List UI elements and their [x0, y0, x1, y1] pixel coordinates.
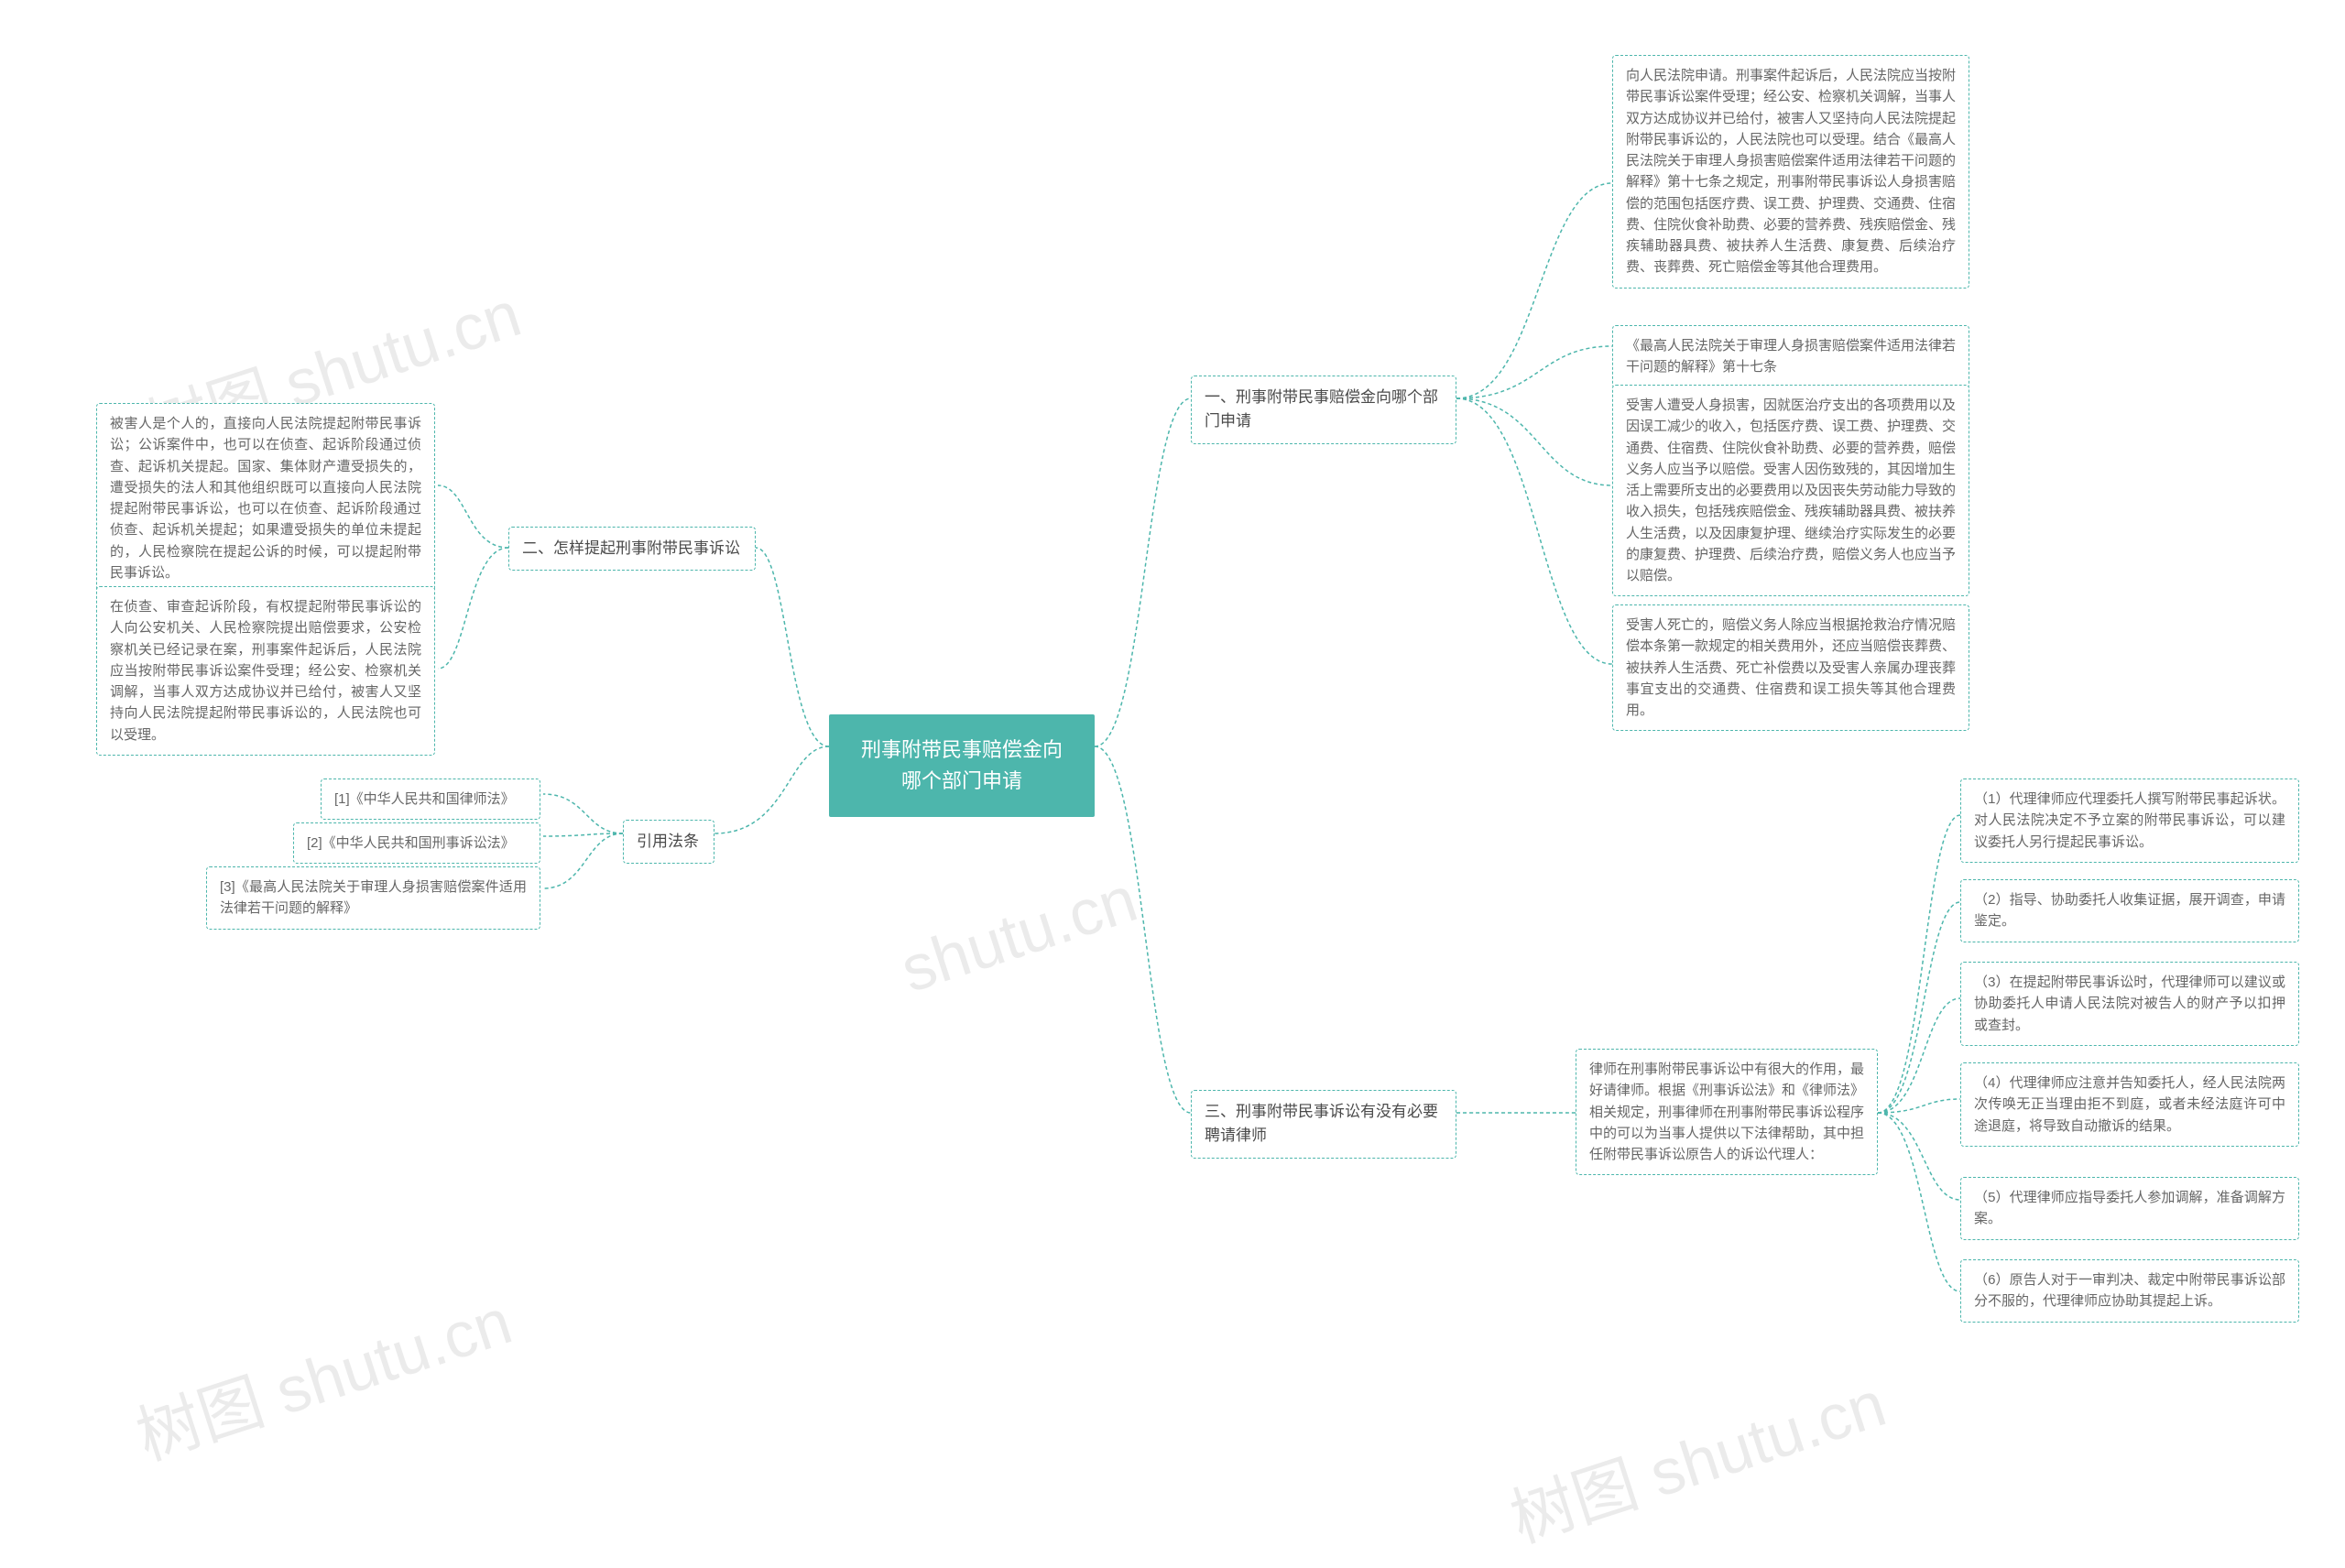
leaf-node: [3]《最高人民法院关于审理人身损害赔偿案件适用法律若干问题的解释》 [206, 866, 540, 930]
leaf-text: （4）代理律师应注意并告知委托人，经人民法院两次传唤无正当理由拒不到庭，或者未经… [1974, 1075, 2285, 1134]
leaf-node: 《最高人民法院关于审理人身损害赔偿案件适用法律若干问题的解释》第十七条 [1612, 325, 1969, 388]
leaf-node: （4）代理律师应注意并告知委托人，经人民法院两次传唤无正当理由拒不到庭，或者未经… [1960, 1062, 2299, 1147]
leaf-text: （1）代理律师应代理委托人撰写附带民事起诉状。对人民法院决定不予立案的附带民事诉… [1974, 791, 2285, 850]
center-node: 刑事附带民事赔偿金向哪个部门申请 [829, 714, 1095, 817]
watermark: shutu.cn [892, 862, 1145, 1007]
leaf-node: （6）原告人对于一审判决、裁定中附带民事诉讼部分不服的，代理律师应协助其提起上诉… [1960, 1259, 2299, 1323]
watermark: 树图 shutu.cn [1498, 1353, 1896, 1561]
leaf-text: 受害人死亡的，赔偿义务人除应当根据抢救治疗情况赔偿本条第一款规定的相关费用外，还… [1626, 617, 1956, 718]
leaf-node: （2）指导、协助委托人收集证据，展开调查，申请鉴定。 [1960, 879, 2299, 942]
leaf-text: 律师在刑事附带民事诉讼中有很大的作用，最好请律师。根据《刑事诉讼法》和《律师法》… [1589, 1062, 1864, 1162]
leaf-text: [3]《最高人民法院关于审理人身损害赔偿案件适用法律若干问题的解释》 [220, 879, 527, 916]
leaf-node: 受害人死亡的，赔偿义务人除应当根据抢救治疗情况赔偿本条第一款规定的相关费用外，还… [1612, 604, 1969, 731]
leaf-node: 受害人遭受人身损害，因就医治疗支出的各项费用以及因误工减少的收入，包括医疗费、误… [1612, 385, 1969, 596]
leaf-text: （3）在提起附带民事诉讼时，代理律师可以建议或协助委托人申请人民法院对被告人的财… [1974, 975, 2285, 1033]
leaf-text: （5）代理律师应指导委托人参加调解，准备调解方案。 [1974, 1190, 2285, 1226]
leaf-text: 被害人是个人的，直接向人民法院提起附带民事诉讼；公诉案件中，也可以在侦查、起诉阶… [110, 416, 421, 581]
branch-label: 一、刑事附带民事赔偿金向哪个部门申请 [1205, 388, 1438, 430]
leaf-node: （1）代理律师应代理委托人撰写附带民事起诉状。对人民法院决定不予立案的附带民事诉… [1960, 779, 2299, 863]
mindmap-canvas: 树图 shutu.cn 图 shutu.cn 树图 shutu.cn 树图 sh… [0, 0, 2345, 1568]
leaf-text: 在侦查、审查起诉阶段，有权提起附带民事诉讼的人向公安机关、人民检察院提出赔偿要求… [110, 599, 421, 743]
leaf-text: 向人民法院申请。刑事案件起诉后，人民法院应当按附带民事诉讼案件受理；经公安、检察… [1626, 68, 1956, 275]
branch-citations: 引用法条 [623, 820, 714, 864]
leaf-node: [2]《中华人民共和国刑事诉讼法》 [293, 822, 540, 864]
branch-how-to-file: 二、怎样提起刑事附带民事诉讼 [508, 527, 756, 571]
leaf-node: 律师在刑事附带民事诉讼中有很大的作用，最好请律师。根据《刑事诉讼法》和《律师法》… [1576, 1049, 1878, 1175]
leaf-node: 在侦查、审查起诉阶段，有权提起附带民事诉讼的人向公安机关、人民检察院提出赔偿要求… [96, 586, 435, 756]
leaf-node: 被害人是个人的，直接向人民法院提起附带民事诉讼；公诉案件中，也可以在侦查、起诉阶… [96, 403, 435, 593]
leaf-text: 《最高人民法院关于审理人身损害赔偿案件适用法律若干问题的解释》第十七条 [1626, 338, 1956, 375]
branch-label: 二、怎样提起刑事附带民事诉讼 [522, 539, 740, 557]
leaf-node: （5）代理律师应指导委托人参加调解，准备调解方案。 [1960, 1177, 2299, 1240]
leaf-text: 受害人遭受人身损害，因就医治疗支出的各项费用以及因误工减少的收入，包括医疗费、误… [1626, 397, 1956, 583]
center-label: 刑事附带民事赔偿金向哪个部门申请 [861, 738, 1063, 792]
leaf-text: （6）原告人对于一审判决、裁定中附带民事诉讼部分不服的，代理律师应协助其提起上诉… [1974, 1272, 2285, 1309]
leaf-text: [1]《中华人民共和国律师法》 [334, 791, 515, 807]
leaf-text: （2）指导、协助委托人收集证据，展开调查，申请鉴定。 [1974, 892, 2285, 929]
branch-dept-apply: 一、刑事附带民事赔偿金向哪个部门申请 [1191, 376, 1456, 444]
leaf-node: （3）在提起附带民事诉讼时，代理律师可以建议或协助委托人申请人民法院对被告人的财… [1960, 962, 2299, 1046]
branch-label: 三、刑事附带民事诉讼有没有必要聘请律师 [1205, 1103, 1438, 1144]
watermark: 树图 shutu.cn [124, 1270, 522, 1478]
leaf-node: [1]《中华人民共和国律师法》 [321, 779, 540, 820]
branch-label: 引用法条 [637, 833, 699, 850]
leaf-text: [2]《中华人民共和国刑事诉讼法》 [307, 835, 515, 851]
leaf-node: 向人民法院申请。刑事案件起诉后，人民法院应当按附带民事诉讼案件受理；经公安、检察… [1612, 55, 1969, 289]
branch-need-lawyer: 三、刑事附带民事诉讼有没有必要聘请律师 [1191, 1090, 1456, 1159]
